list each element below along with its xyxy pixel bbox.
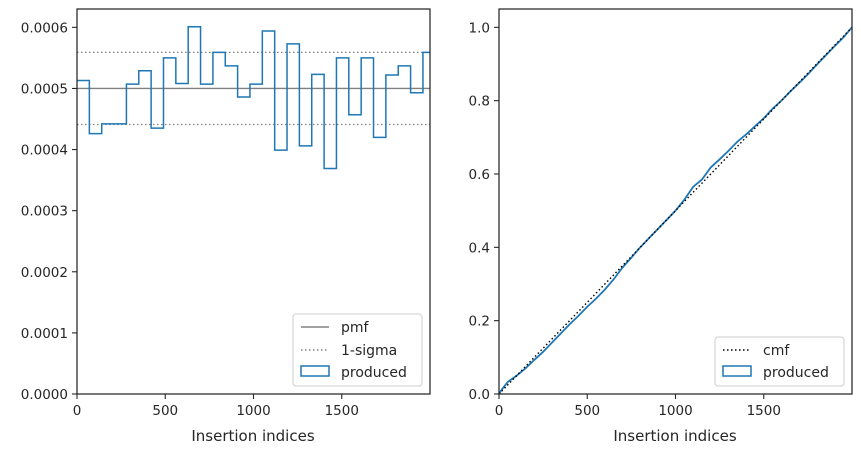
pmf-x-tick-label: 1000 [236,403,270,419]
cmf-y-tick-label: 0.6 [469,167,490,183]
pmf-legend: pmf 1-sigma produced [292,313,423,387]
pmf-x-tick-label: 1500 [325,403,359,419]
pmf-x-axis-label: Insertion indices [191,427,314,445]
pmf-y-tick-label: 0.0006 [21,20,68,36]
produced-histogram-step [77,25,430,170]
cmf-y-ticks: 0.0 0.2 0.4 0.6 0.8 1.0 [469,20,499,403]
cmf-x-tick-label: 500 [574,403,600,419]
cmf-plot-area [498,26,853,395]
pmf-x-tick-label: 0 [73,403,82,419]
legend-cmf-produced-label: produced [763,365,829,381]
pmf-y-tick-label: 0.0003 [21,204,68,220]
cmf-line [498,26,853,395]
pmf-y-tick-label: 0.0005 [21,81,68,97]
legend-cmf-label: cmf [763,343,790,359]
cmf-panel: 0 500 1000 1500 0.0 0.2 0.4 0.6 0.8 1.0 Insertio… [469,8,853,445]
legend-1-sigma-label: 1-sigma [341,343,397,359]
cmf-x-tick-label: 1000 [658,403,692,419]
legend-pmf-label: pmf [341,320,370,336]
pmf-y-tick-label: 0.0000 [21,387,68,403]
cmf-y-tick-label: 0.0 [469,387,490,403]
cmf-legend: cmf produced [714,336,845,387]
cmf-y-tick-label: 0.8 [469,94,490,110]
pmf-x-tick-label: 500 [152,403,178,419]
legend-cmf-produced-swatch [722,365,752,377]
cmf-x-axis-label: Insertion indices [613,427,736,445]
cmf-y-tick-label: 1.0 [469,20,490,36]
cmf-y-tick-label: 0.2 [469,314,490,330]
cmf-x-tick-label: 1500 [747,403,781,419]
pmf-y-tick-label: 0.0004 [21,143,68,159]
pmf-y-ticks: 0.0000 0.0001 0.0002 0.0003 0.0004 0.0005 0.00… [21,20,77,403]
cmf-y-tick-label: 0.4 [469,240,490,256]
pmf-plot-area [77,25,430,170]
pmf-x-ticks: 0 500 1000 1500 [73,394,359,419]
legend-produced-swatch [300,365,330,377]
cmf-x-tick-label: 0 [495,403,504,419]
pmf-panel: 0 500 1000 1500 0.00000.00010.00020.00030.0… [21,8,431,445]
cmf-x-ticks: 0 500 1000 1500 [495,394,781,419]
pmf-y-tick-label: 0.0002 [21,265,68,281]
cmf-axes-frame [498,8,853,395]
legend-produced-label: produced [341,365,407,381]
pmf-legend-box [292,313,423,387]
pmf-y-tick-label: 0.0001 [21,326,68,342]
